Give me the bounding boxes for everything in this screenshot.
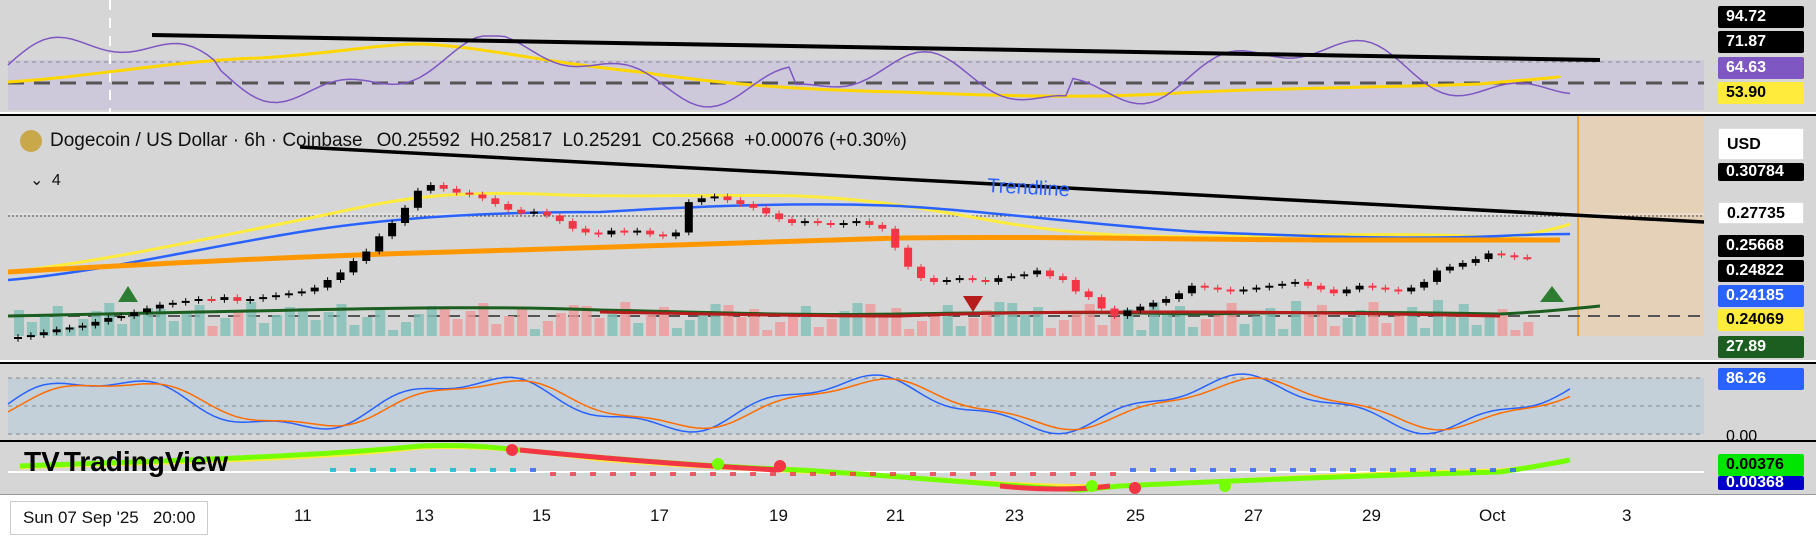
price-label-last: 0.25668 — [1718, 235, 1804, 257]
time-axis[interactable]: Sun 07 Sep '25 20:00 — [0, 495, 1816, 543]
time-tick: 21 — [886, 506, 905, 525]
stoch-label-k: 86.26 — [1718, 368, 1804, 390]
time-tick: 13 — [415, 506, 434, 525]
price-label-high: 0.30784 — [1718, 163, 1804, 181]
indicators-count: 4 — [51, 172, 61, 189]
macd-label-1: 0.00376 — [1718, 454, 1804, 476]
pane-separator[interactable] — [0, 440, 1816, 442]
ohlc-open: O0.25592 — [376, 130, 461, 151]
currency-button[interactable]: USD — [1718, 128, 1804, 160]
rsi-pane[interactable]: 94.72 71.87 64.63 53.90 — [0, 0, 1816, 112]
ohlc-high: H0.25817 — [470, 130, 553, 151]
symbol-title[interactable]: Dogecoin / US Dollar · 6h · Coinbase — [50, 130, 363, 151]
rsi-chart — [7, 0, 1704, 112]
stoch-pane[interactable]: 86.26 0.00 — [0, 364, 1816, 445]
price-pane[interactable]: Trendline Dogecoin / US Dollar · 6h · Co… — [0, 116, 1816, 360]
time-tick: 3 — [1622, 506, 1632, 525]
time-tick: 19 — [769, 506, 788, 525]
ohlc-close: C0.25668 — [651, 130, 735, 151]
pane-separator[interactable] — [0, 362, 1816, 364]
price-label-4: 0.24822 — [1718, 260, 1804, 282]
trendline-label: Trendline — [987, 175, 1071, 201]
ohlc-change: +0.00076 (+0.30%) — [744, 130, 907, 151]
price-label-6: 0.24069 — [1718, 309, 1804, 331]
macd-chart — [8, 442, 1704, 494]
macd-label-2: 0.00368 — [1718, 476, 1804, 490]
dogecoin-logo-icon — [20, 130, 42, 152]
ohlc-low: L0.25291 — [562, 130, 642, 151]
indicators-toggle[interactable]: ⌄ 4 — [30, 170, 61, 190]
time-cursor-label: Sun 07 Sep '25 20:00 — [10, 501, 209, 535]
chevron-down-icon: ⌄ — [30, 172, 44, 189]
tradingview-logo[interactable]: TV TradingView — [24, 446, 228, 478]
price-chart: Trendline — [7, 116, 1705, 342]
rsi-label-2: 71.87 — [1718, 31, 1804, 53]
rsi-label-4: 53.90 — [1718, 82, 1804, 104]
tradingview-logo-icon: TV — [24, 446, 60, 477]
price-label-7: 27.89 — [1718, 336, 1804, 358]
stoch-chart — [7, 373, 1704, 435]
time-tick: 15 — [532, 506, 551, 525]
pane-separator[interactable] — [0, 494, 1816, 495]
price-label-2: 0.27735 — [1718, 202, 1804, 224]
time-tick: 29 — [1362, 506, 1381, 525]
time-tick: 25 — [1126, 506, 1145, 525]
time-tick: 17 — [650, 506, 669, 525]
symbol-header: Dogecoin / US Dollar · 6h · Coinbase O0.… — [20, 130, 907, 152]
pane-separator[interactable] — [0, 114, 1816, 116]
tradingview-logo-text: TradingView — [63, 446, 229, 477]
time-tick: 23 — [1005, 506, 1024, 525]
time-tick: 27 — [1244, 506, 1263, 525]
rsi-label-1: 94.72 — [1718, 6, 1804, 28]
time-tick: Oct — [1479, 506, 1506, 525]
time-tick: 11 — [294, 506, 312, 525]
price-label-5: 0.24185 — [1718, 285, 1804, 307]
rsi-label-3: 64.63 — [1718, 57, 1804, 79]
macd-pane[interactable]: TV TradingView 0.00376 0.00368 — [0, 442, 1816, 494]
